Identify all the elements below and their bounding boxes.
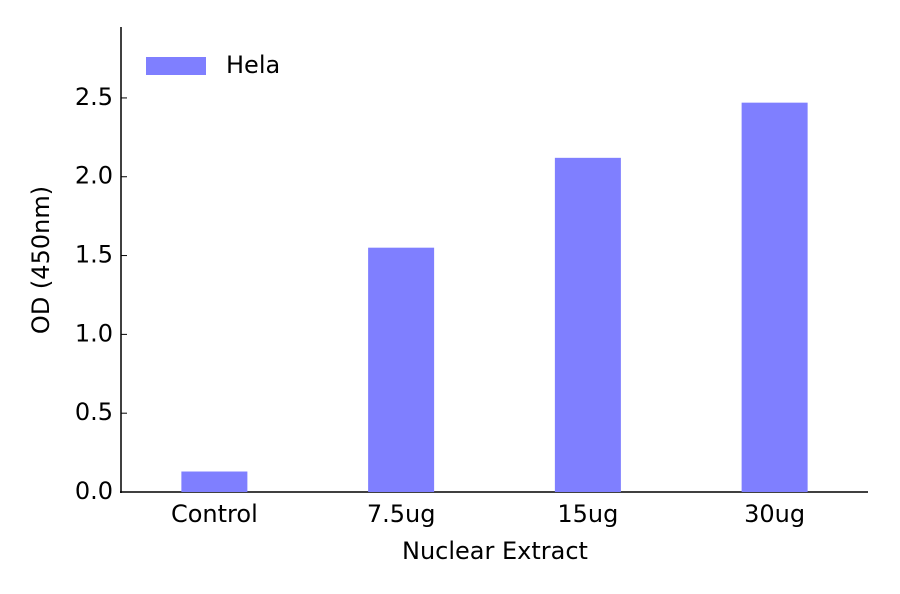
legend-label: Hela bbox=[226, 51, 280, 79]
bar bbox=[741, 102, 808, 493]
x-axis-label: Nuclear Extract bbox=[402, 537, 588, 565]
x-tick-label: 30ug bbox=[744, 500, 805, 528]
x-tick-label: Control bbox=[171, 500, 258, 528]
y-tick-label: 1.5 bbox=[75, 241, 113, 269]
x-tick-label: 15ug bbox=[557, 500, 618, 528]
x-tick-label: 7.5ug bbox=[367, 500, 436, 528]
y-tick-label: 2.5 bbox=[75, 83, 113, 111]
legend-swatch bbox=[146, 57, 206, 75]
y-tick-label: 0.5 bbox=[75, 398, 113, 426]
bar bbox=[554, 157, 621, 492]
y-tick-label: 1.0 bbox=[75, 319, 113, 347]
y-tick-label: 0.0 bbox=[75, 477, 113, 505]
y-tick-label: 2.0 bbox=[75, 162, 113, 190]
bar bbox=[181, 471, 248, 492]
y-axis-label: OD (450nm) bbox=[27, 186, 55, 334]
bar bbox=[368, 247, 435, 492]
